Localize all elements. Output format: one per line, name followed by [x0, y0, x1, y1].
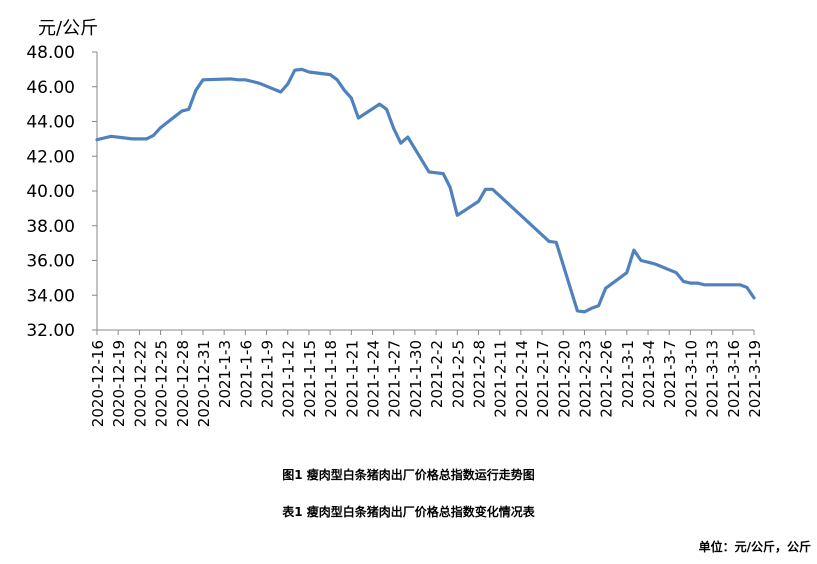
x-tick-label: 2021-1-9 [259, 340, 277, 408]
figure-caption: 图1 瘦肉型白条猪肉出厂价格总指数运行走势图 [282, 468, 535, 482]
x-tick-label: 2021-1-30 [407, 340, 425, 418]
x-tick-label: 2021-1-15 [301, 340, 319, 418]
x-tick-label: 2020-12-19 [110, 340, 128, 427]
y-tick-label: 40.00 [26, 182, 75, 202]
y-tick-label: 46.00 [26, 78, 75, 98]
x-axis: 2020-12-16 2020-12-19 2020-12-22 2020-12-25… [89, 329, 764, 427]
x-tick-label: 2021-3-1 [619, 340, 637, 408]
x-tick-label: 2021-3-4 [640, 340, 658, 408]
x-tick-label: 2020-12-25 [153, 340, 171, 427]
x-tick-label: 2021-2-26 [598, 340, 616, 418]
x-tick-label: 2021-2-14 [513, 340, 531, 418]
series-layer [95, 67, 756, 314]
x-tick-label: 2021-1-21 [343, 340, 361, 418]
x-tick-label: 2020-12-16 [89, 340, 107, 427]
x-tick-label: 2021-2-8 [470, 340, 488, 408]
table-caption: 表1 瘦肉型白条猪肉出厂价格总指数变化情况表 [282, 505, 535, 519]
y-tick-label: 44.00 [26, 113, 75, 133]
x-tick-label: 2021-3-10 [682, 340, 700, 418]
x-tick-label: 2021-3-16 [725, 340, 743, 418]
price-index-line-chart: 32.00 34.00 36.00 38.00 40.00 42.00 44.00 46.00… [26, 43, 764, 427]
y-tick-label: 38.00 [26, 217, 75, 237]
x-tick-label: 2021-2-2 [428, 340, 446, 408]
y-axis: 32.00 34.00 36.00 38.00 40.00 42.00 44.00 46.00… [26, 43, 98, 341]
series-line [95, 67, 756, 314]
x-tick-label: 2021-2-23 [576, 340, 594, 418]
y-tick-label: 34.00 [26, 286, 75, 306]
x-tick-label: 2021-2-11 [492, 340, 510, 418]
x-tick-label: 2021-1-18 [322, 340, 340, 418]
x-tick-label: 2021-1-12 [280, 340, 298, 418]
x-tick-label: 2021-2-5 [449, 340, 467, 408]
x-tick-label: 2021-2-17 [534, 340, 552, 418]
x-tick-label: 2020-12-31 [195, 340, 213, 427]
x-tick-label: 2021-3-13 [704, 340, 722, 418]
x-tick-label: 2020-12-22 [131, 340, 149, 427]
footer-unit-note: 单位：元/公斤，公斤 [698, 540, 811, 554]
y-tick-label: 42.00 [26, 147, 75, 167]
x-tick-label: 2021-1-27 [386, 340, 404, 418]
x-tick-label: 2021-1-24 [365, 340, 383, 418]
x-tick-label: 2021-3-7 [661, 340, 679, 408]
x-tick-label: 2021-3-19 [746, 340, 764, 418]
y-tick-label: 36.00 [26, 252, 75, 272]
y-tick-label: 48.00 [26, 43, 75, 63]
y-axis-unit-label: 元/公斤 [38, 18, 99, 39]
x-tick-label: 2021-1-3 [216, 340, 234, 408]
x-tick-label: 2021-1-6 [237, 340, 255, 408]
x-tick-label: 2020-12-28 [174, 340, 192, 427]
y-tick-label: 32.00 [26, 321, 75, 341]
x-tick-label: 2021-2-20 [555, 340, 573, 418]
